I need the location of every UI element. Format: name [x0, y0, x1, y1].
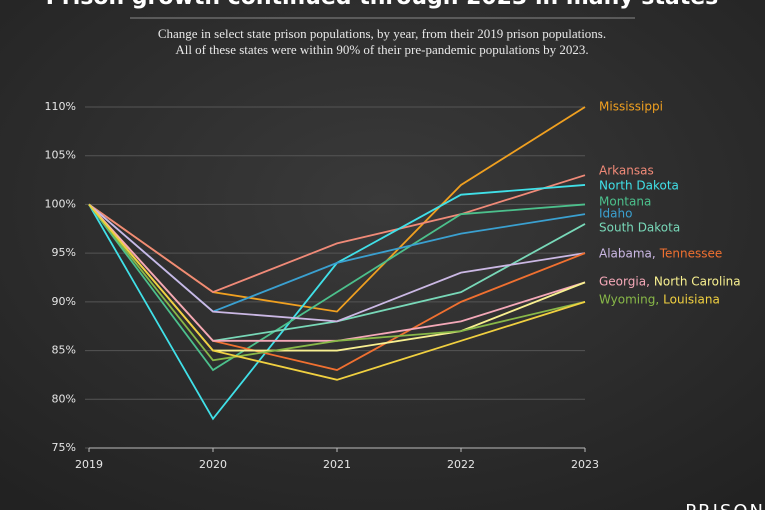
y-tick-label: 85% [52, 344, 76, 357]
x-tick-label: 2023 [571, 458, 599, 471]
x-tick-label: 2021 [323, 458, 351, 471]
y-tick-label: 90% [52, 295, 76, 308]
legend-label: Arkansas [599, 164, 654, 178]
y-tick-label: 105% [45, 149, 76, 162]
legend-separator: , [646, 275, 650, 289]
legend-label: Montana [599, 195, 651, 209]
subtitle: Change in select state prison population… [158, 26, 606, 41]
legend-label: Louisiana [663, 293, 720, 307]
y-tick-label: 100% [45, 197, 76, 210]
y-tick-label: 80% [52, 392, 76, 405]
y-tick-label: 110% [45, 100, 76, 113]
legend-label: South Dakota [599, 221, 680, 235]
chart-title: Prison growth continued through 2023 in … [46, 0, 719, 10]
legend-label: Tennessee [659, 247, 723, 261]
y-tick-label: 75% [52, 441, 76, 454]
legend-label: North Carolina [654, 275, 741, 289]
x-tick-label: 2020 [199, 458, 227, 471]
x-tick-label: 2019 [75, 458, 103, 471]
legend-label: Idaho [599, 207, 632, 221]
series-line [88, 203, 586, 362]
series-line [88, 203, 586, 381]
subtitle: All of these states were within 90% of t… [175, 42, 588, 57]
series-line [88, 203, 586, 323]
legend-label: North Dakota [599, 179, 679, 193]
legend-label: Mississippi [599, 100, 663, 114]
legend-label: Wyoming [599, 293, 655, 307]
legend-label: Georgia [599, 275, 646, 289]
legend-separator: , [652, 247, 656, 261]
legend-separator: , [655, 293, 659, 307]
x-tick-label: 2022 [447, 458, 475, 471]
legend-label: Alabama [599, 247, 652, 261]
series-line [88, 203, 586, 372]
series-line [88, 174, 586, 294]
brand: PRISON [685, 501, 765, 510]
y-tick-label: 95% [52, 246, 76, 259]
